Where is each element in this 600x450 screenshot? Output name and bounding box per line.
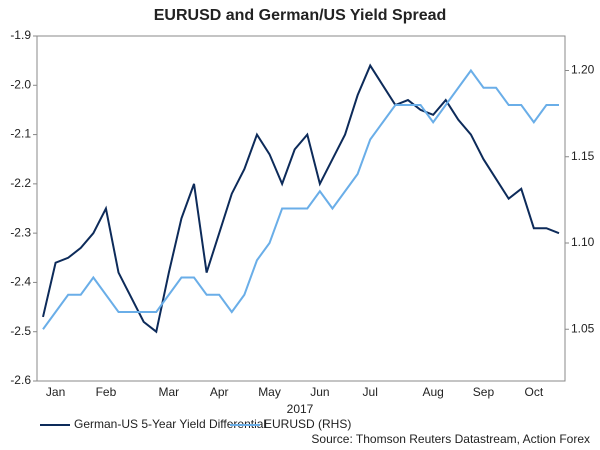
x-axis-label: 2017 <box>287 402 314 416</box>
y2-tick-label: 1.10 <box>571 235 595 249</box>
y2-tick-label: 1.15 <box>571 149 595 163</box>
y-tick-label: -2.6 <box>10 373 31 387</box>
x-tick-label: Aug <box>422 385 443 399</box>
x-tick-label: Oct <box>524 385 543 399</box>
x-tick-label: Mar <box>159 385 180 399</box>
line-series <box>42 63 560 334</box>
source: Source: Thomson Reuters Datastream, Acti… <box>311 432 590 446</box>
x-tick-label: May <box>258 385 281 399</box>
y-tick-label: -1.9 <box>10 28 31 42</box>
x-tick-label: Feb <box>96 385 117 399</box>
x-tick-label: Jun <box>310 385 329 399</box>
y2-tick-label: 1.05 <box>571 321 595 335</box>
y2-tick-label: 1.20 <box>571 63 595 77</box>
x-tick-label: Jan <box>46 385 65 399</box>
y-tick-label: -2.1 <box>10 127 31 141</box>
y-tick-label: -2.3 <box>10 225 31 239</box>
y-tick-label: -2.2 <box>10 176 31 190</box>
legend-label: EURUSD (RHS) <box>264 417 351 431</box>
y-tick-label: -2.5 <box>10 324 31 338</box>
x-tick-label: Jul <box>363 385 378 399</box>
y-tick-label: -2.4 <box>10 275 31 289</box>
plot-frame <box>36 35 566 382</box>
chart-title: EURUSD and German/US Yield Spread <box>154 7 447 24</box>
legend-label: German-US 5-Year Yield Differential <box>74 417 266 431</box>
y-tick-label: -2.0 <box>10 77 31 91</box>
x-tick-label: Apr <box>210 385 229 399</box>
x-tick-label: Sep <box>473 385 495 399</box>
line-series <box>42 68 559 330</box>
